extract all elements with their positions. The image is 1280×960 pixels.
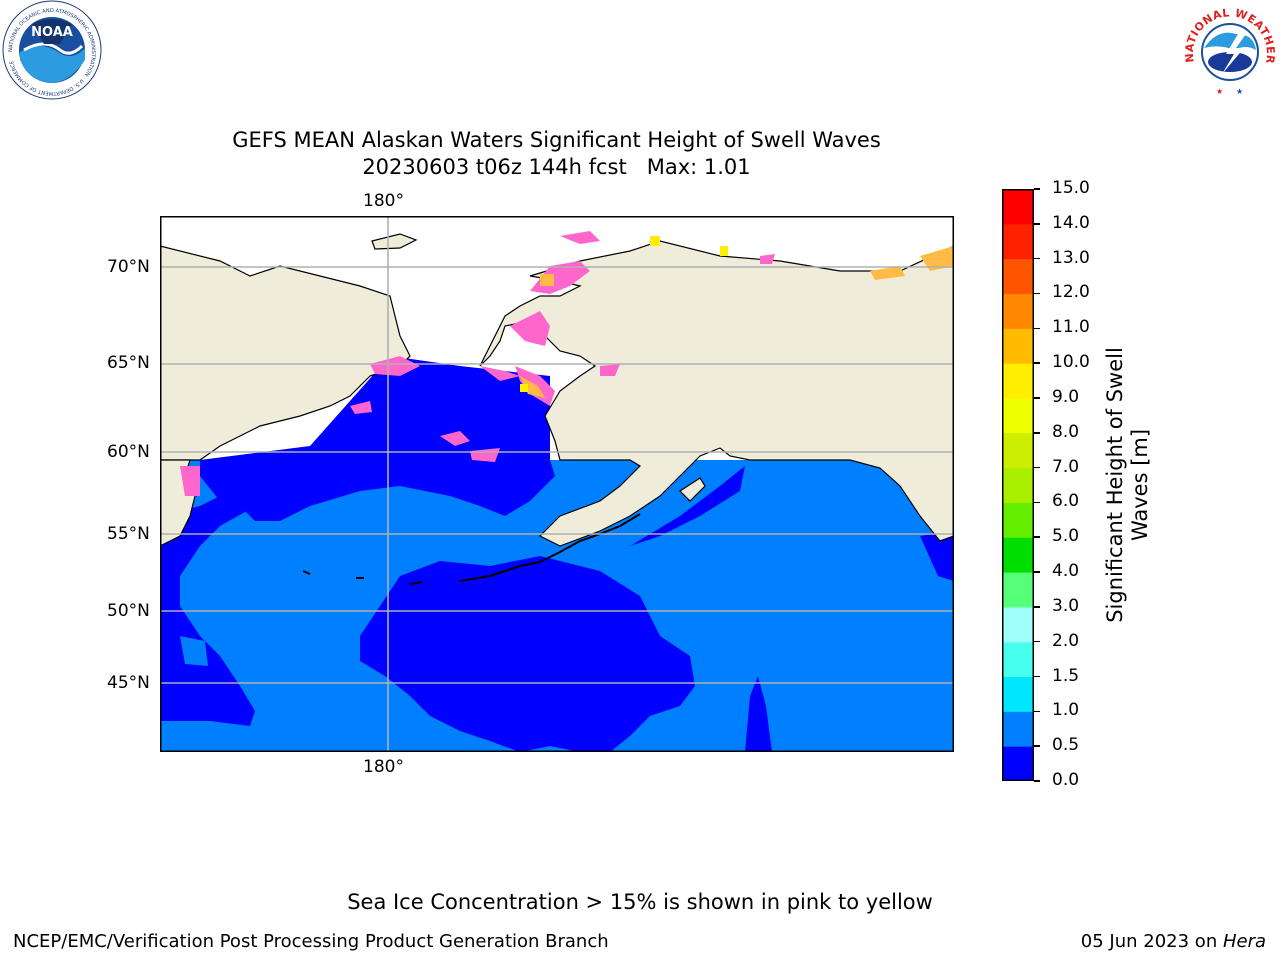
colorbar-tick-mark [1034, 223, 1040, 225]
colorbar-tick-mark [1034, 257, 1040, 260]
ocean-low-central [360, 556, 695, 752]
colorbar-tick-label: 4.0 [1052, 561, 1080, 582]
colorbar-swatch [1002, 537, 1034, 573]
colorbar-tick-label: 9.0 [1052, 386, 1080, 407]
colorbar-tick-mark [1034, 745, 1040, 747]
colorbar-swatch [1002, 328, 1034, 364]
svg-text:★: ★ [1216, 87, 1223, 96]
colorbar-swatch [1002, 676, 1034, 712]
colorbar [1002, 189, 1034, 782]
colorbar-tick-mark [1034, 292, 1040, 295]
footer-date: 05 Jun 2023 on Hera [1081, 931, 1266, 952]
footer-date-text: 05 Jun 2023 on [1080, 931, 1223, 952]
colorbar-tick-label: 12.0 [1052, 282, 1090, 303]
noaa-logo-icon: NATIONAL OCEANIC AND ATMOSPHERIC ADMINIS… [2, 0, 102, 100]
footer-machine: Hera [1222, 931, 1266, 952]
colorbar-tick-mark [1034, 780, 1040, 782]
colorbar-swatch [1002, 711, 1034, 747]
colorbar-tick-mark [1034, 188, 1040, 190]
ocean-low-bering [200, 356, 555, 521]
colorbar-tick-mark [1034, 362, 1040, 364]
colorbar-swatch [1002, 363, 1034, 399]
chart-title: GEFS MEAN Alaskan Waters Significant Hei… [232, 128, 881, 152]
colorbar-swatch [1002, 293, 1034, 329]
colorbar-title-line1: Significant Height of Swell [1103, 347, 1127, 623]
colorbar-tick-label: 8.0 [1052, 421, 1080, 442]
colorbar-tick-mark [1034, 501, 1040, 504]
colorbar-tick-label: 11.0 [1052, 317, 1090, 338]
colorbar-swatches [1002, 189, 1034, 782]
footer-branch: NCEP/EMC/Verification Post Processing Pr… [13, 931, 609, 952]
colorbar-swatch [1002, 502, 1034, 538]
colorbar-swatch [1002, 258, 1034, 294]
colorbar-tick-mark [1034, 571, 1040, 573]
colorbar-tick-mark [1034, 710, 1040, 713]
chart-subtitle: 20230603 t06z 144h fcst Max: 1.01 [362, 155, 751, 179]
swell-map [160, 216, 954, 752]
colorbar-tick-mark [1034, 397, 1040, 399]
lon-label-bottom: 180° [363, 757, 404, 777]
colorbar-tick-label: 15.0 [1052, 178, 1090, 198]
colorbar-tick-mark [1034, 536, 1040, 538]
colorbar-swatch [1002, 397, 1034, 434]
nws-logo-icon: NATIONAL WEATHER SERVICE ★ ★ [1173, 0, 1277, 99]
colorbar-tick-label: 2.0 [1052, 630, 1080, 651]
sea-ice-note: Sea Ice Concentration > 15% is shown in … [347, 890, 933, 914]
colorbar-tick-label: 5.0 [1052, 526, 1080, 547]
colorbar-tick-label: 10.0 [1052, 352, 1090, 373]
colorbar-tick-label: 14.0 [1052, 212, 1090, 233]
colorbar-tick-mark [1034, 606, 1040, 608]
nws-logo: NATIONAL WEATHER SERVICE ★ ★ [1173, 0, 1280, 100]
lat-label-70: 70°N [107, 257, 150, 277]
noaa-logo: NATIONAL OCEANIC AND ATMOSPHERIC ADMINIS… [0, 0, 104, 100]
colorbar-tick-label: 0.5 [1052, 735, 1080, 756]
colorbar-tick-label: 0.0 [1052, 770, 1080, 790]
colorbar-swatch [1002, 189, 1034, 225]
colorbar-title-line2: Waves [m] [1128, 428, 1152, 542]
colorbar-swatch [1002, 641, 1034, 678]
colorbar-swatch [1002, 223, 1034, 260]
colorbar-tick-label: 6.0 [1052, 491, 1080, 512]
colorbar-tick-mark [1034, 432, 1040, 434]
colorbar-tick-mark [1034, 675, 1040, 678]
colorbar-tick-mark [1034, 466, 1040, 469]
colorbar-swatch [1002, 467, 1034, 503]
lon-label-top: 180° [363, 191, 404, 211]
colorbar-swatch [1002, 746, 1034, 782]
lat-label-60: 60°N [107, 442, 150, 462]
lat-label-55: 55°N [107, 524, 150, 544]
colorbar-tick-label: 13.0 [1052, 247, 1090, 268]
svg-text:★: ★ [1236, 87, 1243, 96]
lat-label-65: 65°N [107, 353, 150, 373]
colorbar-swatch [1002, 606, 1034, 643]
lat-label-50: 50°N [107, 601, 150, 621]
colorbar-tick-mark [1034, 640, 1040, 643]
graticule [160, 216, 954, 752]
ocean-low-west [160, 491, 255, 726]
colorbar-swatch [1002, 572, 1034, 608]
colorbar-tick-label: 1.0 [1052, 700, 1080, 721]
lat-label-45: 45°N [107, 673, 150, 693]
colorbar-tick-mark [1034, 327, 1040, 330]
map-panel [160, 216, 954, 752]
colorbar-swatch [1002, 432, 1034, 469]
colorbar-tick-label: 3.0 [1052, 595, 1080, 616]
colorbar-tick-label: 1.5 [1052, 665, 1080, 686]
noaa-logo-text: NOAA [31, 25, 73, 40]
sea-ice-overlay [180, 231, 954, 496]
colorbar-tick-label: 7.0 [1052, 456, 1080, 477]
land-alaska [479, 240, 954, 547]
